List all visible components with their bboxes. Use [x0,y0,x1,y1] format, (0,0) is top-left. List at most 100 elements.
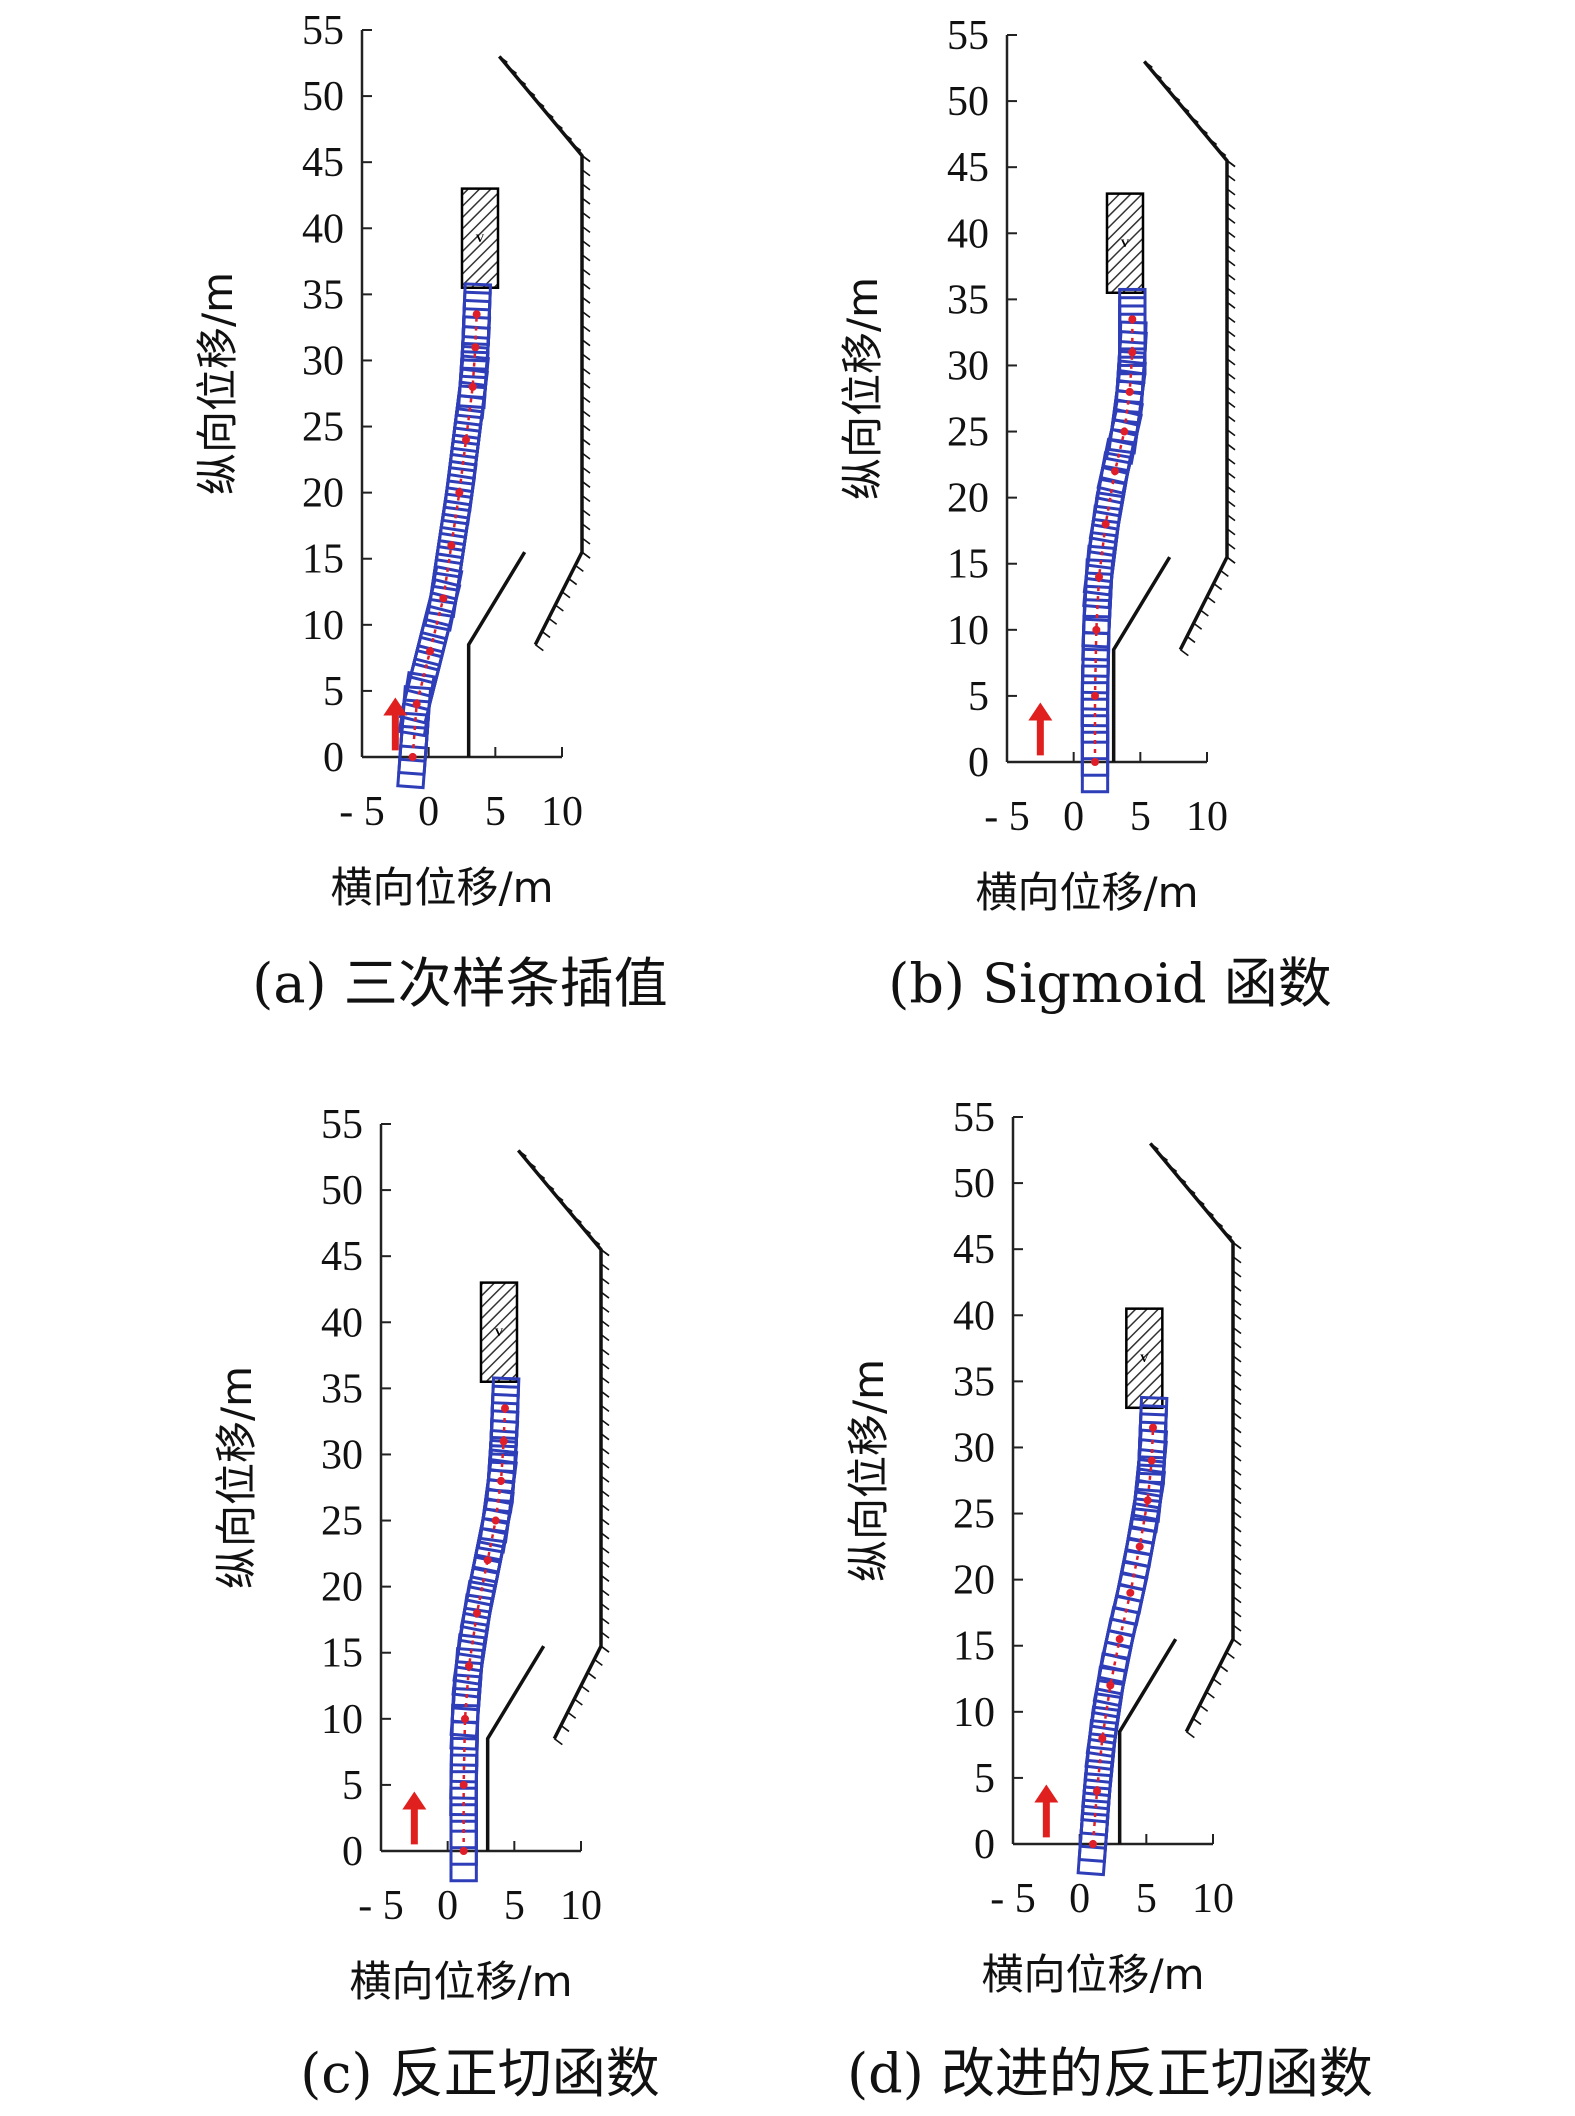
boundary-hatch [574,564,584,572]
y-tick-label: 50 [321,1168,363,1214]
road-boundary-left [1111,556,1172,762]
boundary-hatch [1232,1298,1242,1306]
trajectory-point [472,310,481,319]
boundary-hatch [1199,609,1209,617]
trajectory-point [1143,1496,1152,1505]
boundary-hatch [1232,1638,1242,1646]
y-tick-label: 40 [947,211,989,257]
trajectory-point [1111,467,1119,476]
boundary-hatch [548,617,558,625]
y-tick-label: 35 [302,272,344,318]
boundary-hatch [600,1588,610,1597]
trajectory-point [497,1476,505,1485]
x-tick-label: 0 [437,1883,458,1929]
boundary-hatch [1226,400,1236,408]
boundary-hatch [544,110,554,119]
trajectory-point [1126,1588,1135,1597]
y-tick-label: 30 [302,338,344,384]
caption-c: (c) 反正切函数 [300,2042,660,2105]
boundary-hatch [1214,1219,1224,1228]
boundary-hatch [600,1631,610,1639]
boundary-hatch [1204,1208,1214,1217]
boundary-hatch [1180,104,1190,113]
boundary-hatch [600,1376,610,1384]
y-tick-label: 25 [302,405,344,451]
trajectory-point [465,1661,473,1670]
boundary-hatch [1192,1717,1202,1726]
boundary-hatch [581,296,591,304]
trajectory-point [455,488,464,497]
boundary-hatch [600,1617,610,1625]
x-tick-label: 5 [1130,794,1151,840]
boundary-hatch [1205,1691,1215,1699]
boundary-hatch [1232,1284,1242,1292]
boundary-hatch [561,591,571,599]
y-tick-label: 15 [953,1624,995,1670]
boundary-hatch [1226,188,1236,196]
start-arrow-head [1034,1784,1059,1803]
start-arrow-head [383,697,408,716]
boundary-hatch [600,1461,610,1469]
boundary-hatch [600,1560,610,1568]
trajectory-point [426,647,434,656]
obstacle-label: V [1121,236,1130,250]
boundary-hatch [1186,635,1196,644]
caption-a: (a) 三次样条插值 [252,952,668,1015]
boundary-hatch [1143,60,1153,69]
boundary-hatch [1179,649,1189,657]
boundary-hatch [581,466,591,474]
boundary-hatch [581,353,591,361]
trajectory-point [1115,1635,1124,1644]
boundary-hatch [581,395,591,403]
boundary-hatch [581,381,591,389]
y-tick-label: 10 [302,603,344,649]
boundary-hatch [600,1362,610,1370]
boundary-hatch [600,1546,610,1554]
boundary-hatch [580,1685,590,1693]
x-tick-label: - 5 [990,1876,1036,1922]
boundary-hatch [517,1149,527,1158]
y-tick-label: 30 [321,1432,363,1478]
y-tick-label: 55 [947,13,989,59]
boundary-hatch [600,1602,610,1611]
boundary-hatch [1226,429,1236,437]
boundary-hatch [581,211,591,219]
boundary-hatch [600,1503,610,1512]
boundary-hatch [593,1658,603,1666]
trajectory-point [1093,1787,1101,1796]
boundary-hatch [1226,386,1236,394]
start-arrow-head [402,1791,427,1810]
boundary-hatch [1226,174,1236,182]
boundary-hatch [1206,596,1216,604]
boundary-hatch [600,1433,610,1441]
boundary-hatch [1232,1496,1242,1505]
boundary-hatch [1232,1411,1242,1420]
boundary-hatch [581,551,591,559]
y-axis-label: 纵向位移/m [212,1366,261,1589]
boundary-hatch [1226,216,1236,224]
boundary-hatch [1153,71,1162,80]
obstacle-vehicle [479,1281,519,1384]
boundary-hatch [581,508,591,517]
boundary-hatch [1226,159,1236,168]
boundary-hatch [581,239,591,248]
boundary-hatch [1232,1511,1242,1519]
boundary-hatch [581,310,591,318]
x-axis-label: 横向位移/m [981,1950,1204,1999]
trajectory-point [1089,1840,1097,1848]
boundary-hatch [1232,1426,1242,1434]
boundary-hatch [1226,513,1236,522]
y-tick-label: 55 [953,1095,995,1141]
boundary-hatch [581,480,591,488]
trajectory-point [439,594,448,603]
boundary-hatch [1226,471,1236,479]
trajectory-point [462,435,470,444]
boundary-hatch [1232,1270,1242,1278]
boundary-hatch [581,537,591,545]
boundary-hatch [1199,1704,1209,1712]
x-tick-label: 0 [418,789,439,835]
boundary-hatch [600,1475,610,1483]
